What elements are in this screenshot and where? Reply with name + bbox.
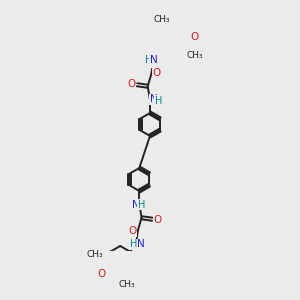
Text: N: N xyxy=(136,239,144,250)
Text: CH₃: CH₃ xyxy=(119,280,135,289)
Text: O: O xyxy=(128,79,136,89)
Text: O: O xyxy=(154,215,162,225)
Text: N: N xyxy=(132,200,140,210)
Text: N: N xyxy=(150,94,158,104)
Text: H: H xyxy=(130,239,138,250)
Text: CH₃: CH₃ xyxy=(87,250,103,259)
Text: O: O xyxy=(98,269,106,279)
Text: H: H xyxy=(145,55,152,64)
Text: H: H xyxy=(155,96,162,106)
Text: O: O xyxy=(153,68,161,77)
Text: N: N xyxy=(150,55,158,64)
Text: O: O xyxy=(128,226,136,236)
Text: O: O xyxy=(190,32,198,42)
Text: CH₃: CH₃ xyxy=(154,15,170,24)
Text: CH₃: CH₃ xyxy=(186,51,202,60)
Text: H: H xyxy=(138,200,145,210)
